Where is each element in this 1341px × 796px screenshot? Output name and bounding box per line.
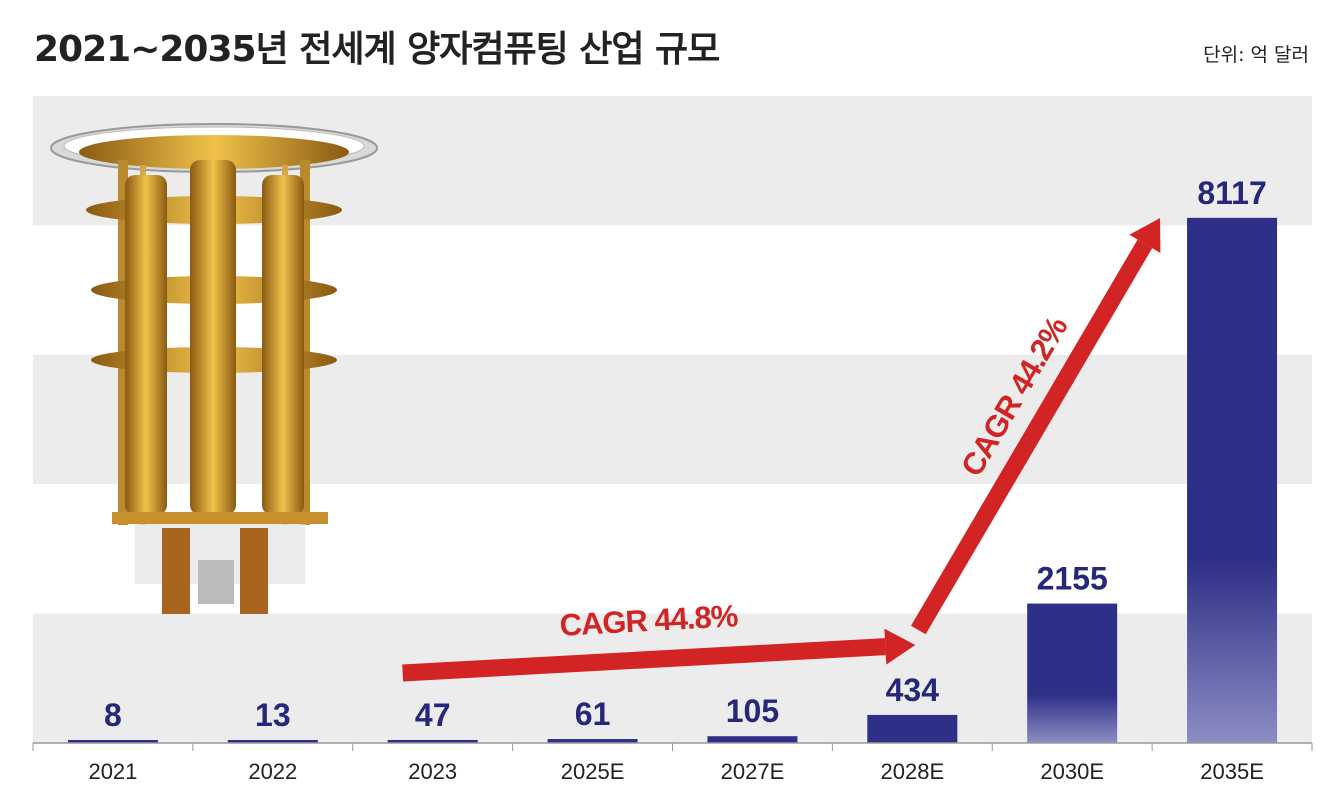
grid-band xyxy=(33,354,1312,485)
x-tick-label-2028E: 2028E xyxy=(881,759,945,784)
x-tick-marks xyxy=(32,743,1313,751)
bar-2030E xyxy=(1027,603,1118,743)
data-label-2028E: 434 xyxy=(886,672,940,708)
bar-2022 xyxy=(227,740,318,743)
chart-title: 2021~2035년 전세계 양자컴퓨팅 산업 규모 xyxy=(34,29,720,70)
data-label-2035E: 8117 xyxy=(1197,175,1266,211)
bar-2023 xyxy=(387,739,478,743)
bars xyxy=(67,217,1278,744)
bar-2028E xyxy=(867,714,958,743)
bar-2027E xyxy=(707,736,798,743)
data-label-2027E: 105 xyxy=(726,693,779,729)
cagr-arrow-2-head xyxy=(1129,218,1161,253)
data-label-2022: 13 xyxy=(255,697,291,733)
cagr-arrow-1 xyxy=(402,638,886,682)
x-tick-label-2021: 2021 xyxy=(88,759,137,784)
x-tick-label-2030E: 2030E xyxy=(1040,759,1104,784)
x-tick-label-2027E: 2027E xyxy=(721,759,785,784)
data-label-2021: 8 xyxy=(104,697,122,733)
x-tick-label-2023: 2023 xyxy=(408,759,457,784)
x-tick-label-2022: 2022 xyxy=(248,759,297,784)
bar-2021 xyxy=(67,740,158,743)
x-tick-labels: 2021 2022 2023 2025E 2027E 2028E 2030E 2035E xyxy=(88,759,1263,784)
data-label-2023: 47 xyxy=(415,697,451,733)
data-labels: 8 13 47 61 105 434 2155 8117 xyxy=(104,175,1267,733)
quantum-computer-illustration xyxy=(50,123,378,614)
x-tick-label-2035E: 2035E xyxy=(1200,759,1264,784)
cagr-arrow-2 xyxy=(910,239,1153,635)
bar-2035E xyxy=(1187,217,1278,744)
bar-2025E xyxy=(547,739,638,743)
x-tick-label-2025E: 2025E xyxy=(561,759,625,784)
unit-label: 단위: 억 달러 xyxy=(1203,44,1309,66)
cagr-arrow-1-head xyxy=(884,628,916,665)
data-label-2030E: 2155 xyxy=(1037,561,1108,597)
data-label-2025E: 61 xyxy=(575,696,611,732)
